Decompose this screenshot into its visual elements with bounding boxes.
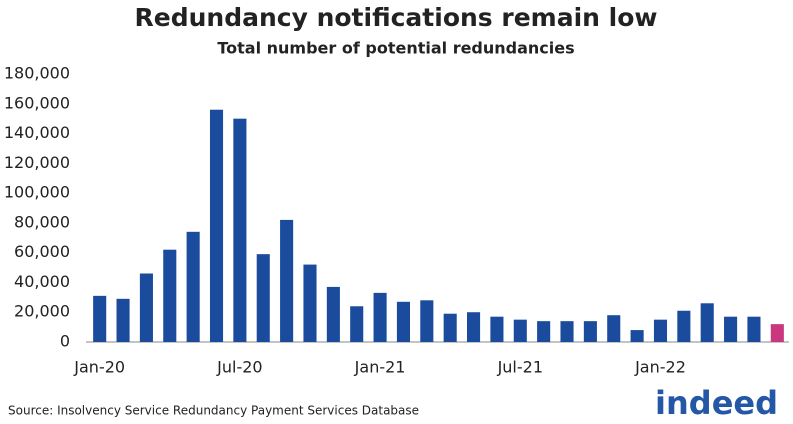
bar [700, 303, 714, 342]
bar [163, 249, 177, 342]
bar [420, 300, 434, 342]
bar [537, 321, 551, 342]
bar [467, 312, 481, 342]
bar [747, 316, 761, 342]
bar [513, 319, 527, 342]
bar [770, 324, 784, 342]
bar [256, 254, 270, 342]
y-tick-label: 0 [60, 332, 70, 351]
bar [396, 301, 410, 342]
bar [443, 313, 457, 342]
chart-subtitle: Total number of potential redundancies [217, 39, 574, 58]
bar [303, 264, 317, 342]
y-tick-label: 80,000 [14, 212, 70, 231]
bar [116, 298, 130, 342]
bar [607, 315, 621, 342]
x-tick-label: Jul-20 [216, 358, 262, 377]
y-tick-label: 120,000 [4, 153, 70, 172]
source-note: Source: Insolvency Service Redundancy Pa… [8, 404, 419, 418]
x-tick-label: Jan-20 [73, 358, 125, 377]
bar [326, 286, 340, 342]
bar [139, 273, 153, 342]
bar [583, 321, 597, 342]
chart-title: Redundancy notifications remain low [135, 3, 658, 32]
bar [724, 316, 738, 342]
bar [209, 109, 224, 342]
y-tick-label: 140,000 [4, 123, 70, 142]
bar [233, 118, 247, 343]
bar [186, 231, 200, 342]
bar [373, 292, 387, 342]
y-tick-label: 40,000 [14, 272, 70, 291]
bar [490, 316, 504, 342]
bar [93, 295, 107, 342]
y-tick-label: 60,000 [14, 242, 70, 261]
x-tick-label: Jan-21 [354, 358, 406, 377]
bar [677, 310, 691, 342]
y-tick-label: 20,000 [14, 302, 70, 321]
y-tick-label: 100,000 [4, 183, 70, 202]
bar [350, 306, 364, 342]
bar [560, 321, 574, 342]
x-tick-label: Jul-21 [497, 358, 543, 377]
x-tick-label: Jan-22 [634, 358, 686, 377]
bar [280, 219, 294, 342]
bar [653, 319, 668, 342]
bar [630, 330, 644, 342]
y-tick-label: 160,000 [4, 93, 70, 112]
y-tick-label: 180,000 [4, 64, 70, 83]
logo: indeed [655, 384, 778, 422]
